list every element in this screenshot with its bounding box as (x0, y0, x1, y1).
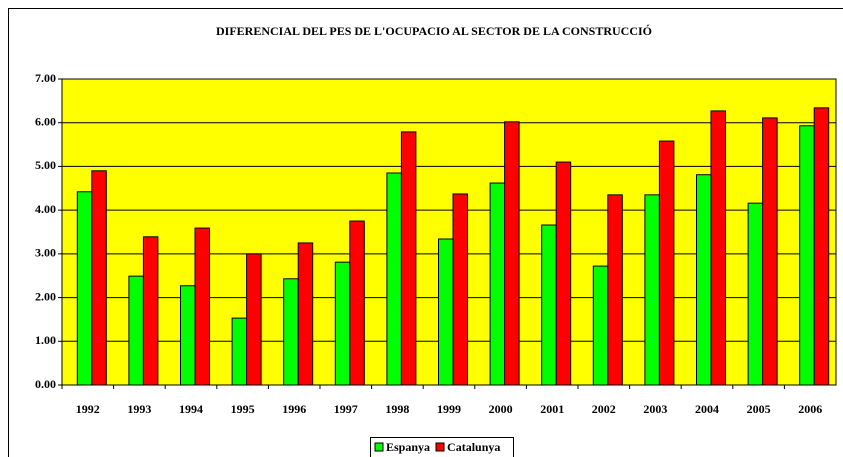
bar (489, 182, 506, 386)
bar (504, 121, 520, 386)
y-tick-label: 2.00 (35, 289, 56, 303)
y-tick-label: 6.00 (35, 114, 56, 128)
bar (813, 107, 830, 386)
bar (194, 227, 210, 386)
legend-swatch (435, 442, 445, 452)
bar (76, 191, 93, 386)
bar (799, 125, 815, 386)
bar (283, 278, 299, 386)
bar (644, 194, 660, 386)
bar (762, 117, 778, 386)
bar (297, 242, 314, 386)
bar (386, 172, 402, 386)
x-tick-label: 2005 (747, 402, 771, 416)
y-tick-label: 3.00 (35, 246, 56, 260)
bar (438, 238, 454, 386)
x-tick-label: 2001 (540, 402, 564, 416)
x-tick-label: 2000 (489, 402, 513, 416)
bar (592, 265, 609, 386)
x-tick-label: 2003 (643, 402, 667, 416)
bar (541, 224, 557, 386)
bar (452, 193, 468, 386)
bar (231, 317, 248, 386)
bar (555, 161, 572, 386)
x-tick-label: 2004 (695, 402, 719, 416)
x-tick-label: 2006 (798, 402, 822, 416)
x-tick-label: 1993 (127, 402, 151, 416)
x-tick-label: 1992 (76, 402, 100, 416)
x-tick-label: 1994 (179, 402, 203, 416)
y-tick-label: 0.00 (35, 377, 56, 391)
legend-swatch (374, 442, 384, 452)
x-tick-label: 1997 (334, 402, 358, 416)
bar (334, 261, 351, 386)
bar (607, 194, 623, 386)
bar (349, 220, 365, 386)
bar (400, 131, 417, 386)
legend-label: Espanya (386, 440, 430, 454)
bar (180, 285, 196, 386)
x-tick-label: 1998 (385, 402, 409, 416)
bar (91, 170, 107, 386)
y-tick-label: 1.00 (35, 333, 56, 347)
bar (128, 275, 144, 386)
x-tick-label: 1995 (231, 402, 255, 416)
bar (142, 236, 159, 386)
chart-title: DIFERENCIAL DEL PES DE L'OCUPACIO AL SEC… (216, 24, 652, 38)
bar (696, 174, 712, 386)
bar (246, 253, 262, 386)
x-tick-label: 1999 (437, 402, 461, 416)
x-tick-label: 1996 (282, 402, 306, 416)
y-tick-label: 7.00 (35, 71, 56, 85)
legend-label: Catalunya (447, 440, 500, 454)
bar (658, 140, 675, 386)
bar (710, 110, 726, 386)
x-tick-label: 2002 (592, 402, 616, 416)
y-tick-label: 5.00 (35, 158, 56, 172)
bar (747, 202, 764, 386)
y-tick-label: 4.00 (35, 202, 56, 216)
